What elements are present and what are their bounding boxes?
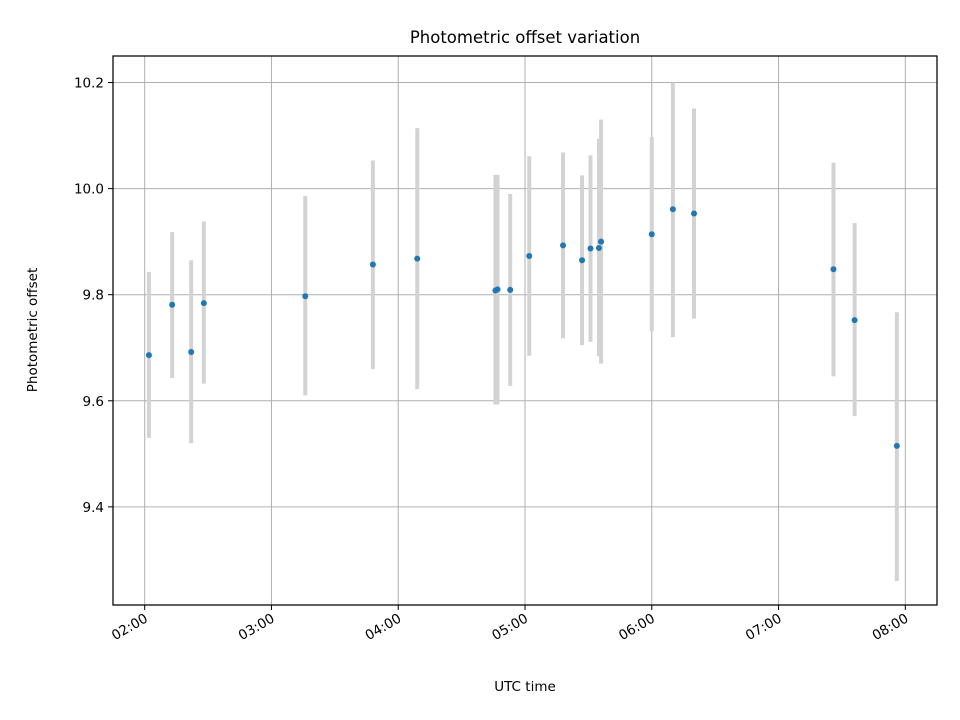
y-axis: 9.4 9.6 9.8 10.0 10.2 — [74, 76, 113, 516]
data-point — [414, 255, 421, 262]
data-point — [507, 286, 514, 293]
data-point — [526, 252, 533, 259]
data-point — [893, 442, 900, 449]
data-point — [560, 242, 567, 249]
y-tick-label: 10.0 — [74, 182, 104, 198]
data-point — [587, 245, 594, 252]
y-tick-label: 9.8 — [83, 288, 104, 304]
x-axis-label: UTC time — [494, 679, 556, 695]
data-point — [669, 206, 676, 213]
data-point — [200, 300, 207, 307]
chart-title: Photometric offset variation — [410, 28, 640, 47]
data-point — [494, 286, 501, 293]
data-point — [302, 293, 309, 300]
y-tick-label: 9.4 — [83, 500, 104, 516]
data-points — [145, 206, 900, 449]
data-point — [369, 261, 376, 268]
data-point — [851, 317, 858, 324]
data-point — [595, 245, 602, 252]
grid — [113, 56, 937, 605]
data-point — [691, 210, 698, 217]
y-tick-label: 9.6 — [83, 394, 104, 410]
data-point — [145, 352, 152, 359]
data-point — [648, 231, 655, 238]
data-point — [579, 257, 586, 264]
data-point — [188, 348, 195, 355]
data-point — [830, 266, 837, 273]
data-point — [598, 238, 605, 245]
data-point — [169, 301, 176, 308]
y-tick-label: 10.2 — [74, 76, 104, 92]
y-axis-label: Photometric offset — [25, 268, 41, 392]
